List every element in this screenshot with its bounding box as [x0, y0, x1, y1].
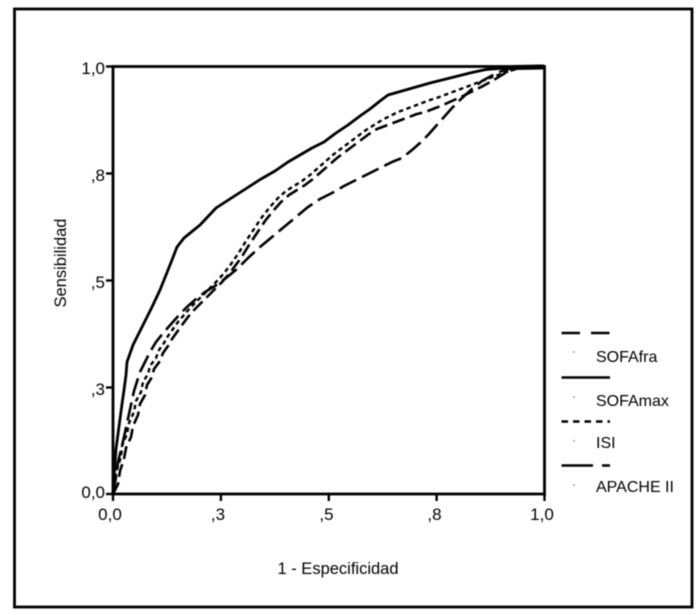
svg-text:Sensibilidad: Sensibilidad: [52, 219, 70, 308]
svg-text:1 - Especificidad: 1 - Especificidad: [277, 560, 398, 578]
svg-text:,5: ,5: [91, 273, 105, 292]
svg-text:1,0: 1,0: [530, 505, 554, 524]
svg-text:,3: ,3: [91, 380, 105, 399]
svg-text:,3: ,3: [211, 505, 225, 524]
svg-text:APACHE II: APACHE II: [596, 479, 674, 496]
svg-text:SOFAfra: SOFAfra: [596, 349, 657, 366]
svg-text:ISI: ISI: [596, 435, 616, 452]
svg-text:1,0: 1,0: [81, 59, 105, 78]
svg-text:,5: ,5: [319, 505, 333, 524]
svg-text:0,0: 0,0: [81, 483, 105, 502]
svg-text:SOFAmax: SOFAmax: [596, 393, 669, 410]
svg-text:,8: ,8: [91, 166, 105, 185]
svg-text:,8: ,8: [427, 505, 441, 524]
svg-text:0,0: 0,0: [98, 505, 122, 524]
